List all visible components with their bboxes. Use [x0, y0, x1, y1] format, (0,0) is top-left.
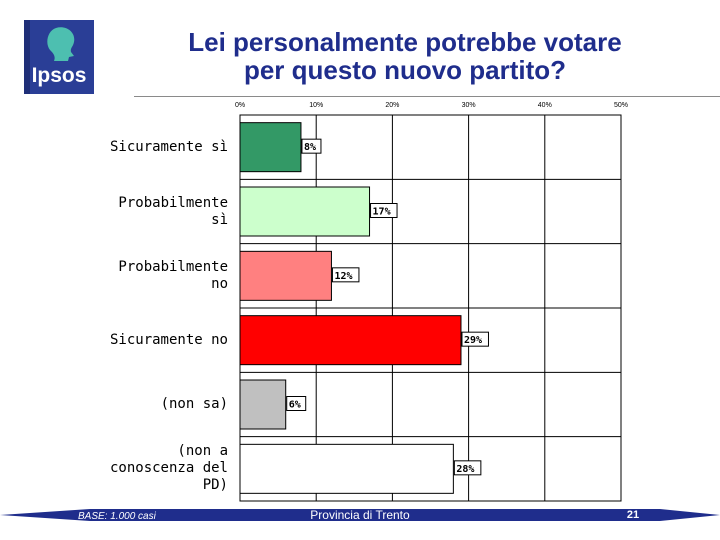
- bar: [239, 443, 454, 494]
- category-label-line: Probabilmente: [118, 258, 228, 275]
- category-label-line: Probabilmente: [118, 194, 228, 211]
- head-profile-icon: [47, 27, 75, 61]
- category-label-line: Sicuramente no: [109, 331, 228, 348]
- x-tick-label: 40%: [538, 102, 552, 109]
- bar: [239, 186, 371, 237]
- logo-wordmark: Ipsos: [31, 64, 87, 87]
- footer-region: Provincia di Trento: [310, 508, 410, 522]
- slide-title: Lei personalmente potrebbe votare per qu…: [110, 28, 700, 84]
- data-label-box: [461, 331, 489, 347]
- title-divider: [134, 96, 720, 97]
- data-label: 28%: [456, 464, 474, 475]
- category-label-line: no: [211, 275, 228, 292]
- data-label-box: [301, 138, 322, 154]
- category-label: (non a conoscenza del PD): [8, 443, 228, 494]
- data-label-box: [286, 396, 307, 411]
- category-label: Probabilmente no: [8, 259, 228, 293]
- category-label: Probabilmente sì: [8, 195, 228, 229]
- data-label: 12%: [334, 271, 352, 282]
- bar: [239, 315, 462, 366]
- data-label-box: [453, 460, 482, 476]
- x-tick-label: 10%: [309, 102, 323, 109]
- data-label: 29%: [464, 335, 482, 346]
- data-label: 17%: [373, 207, 391, 218]
- category-label-line: (non sa): [160, 396, 228, 412]
- bar: [239, 122, 302, 173]
- category-label: Sicuramente no: [8, 332, 228, 349]
- category-label-line: conoscenza del: [109, 460, 228, 477]
- base-note: BASE: 1.000 casi: [78, 511, 156, 522]
- x-tick-label: 30%: [462, 102, 476, 109]
- category-label-line: Sicuramente sì: [109, 138, 228, 155]
- data-label-box: [331, 267, 360, 283]
- ipsos-logo: Ipsos: [24, 20, 94, 94]
- footer-band: [0, 509, 720, 521]
- x-tick-label: 0%: [235, 102, 245, 109]
- x-tick-label: 50%: [614, 102, 628, 109]
- data-label: 6%: [289, 400, 301, 411]
- category-label-line: (non a: [177, 443, 228, 460]
- data-label: 8%: [304, 142, 316, 153]
- x-tick-label: 20%: [385, 102, 399, 109]
- logo-stripe: [24, 20, 30, 94]
- data-label-box: [370, 203, 398, 218]
- category-label: Sicuramente sì: [8, 139, 228, 156]
- category-label: (non sa): [8, 396, 228, 413]
- page-number: 21: [626, 509, 640, 521]
- title-line-2: per questo nuovo partito?: [243, 55, 567, 85]
- category-label-line: PD): [202, 477, 228, 494]
- title-line-1: Lei personalmente potrebbe votare: [188, 27, 622, 57]
- bar: [239, 250, 332, 301]
- bar: [239, 379, 287, 430]
- category-label-line: sì: [211, 211, 228, 228]
